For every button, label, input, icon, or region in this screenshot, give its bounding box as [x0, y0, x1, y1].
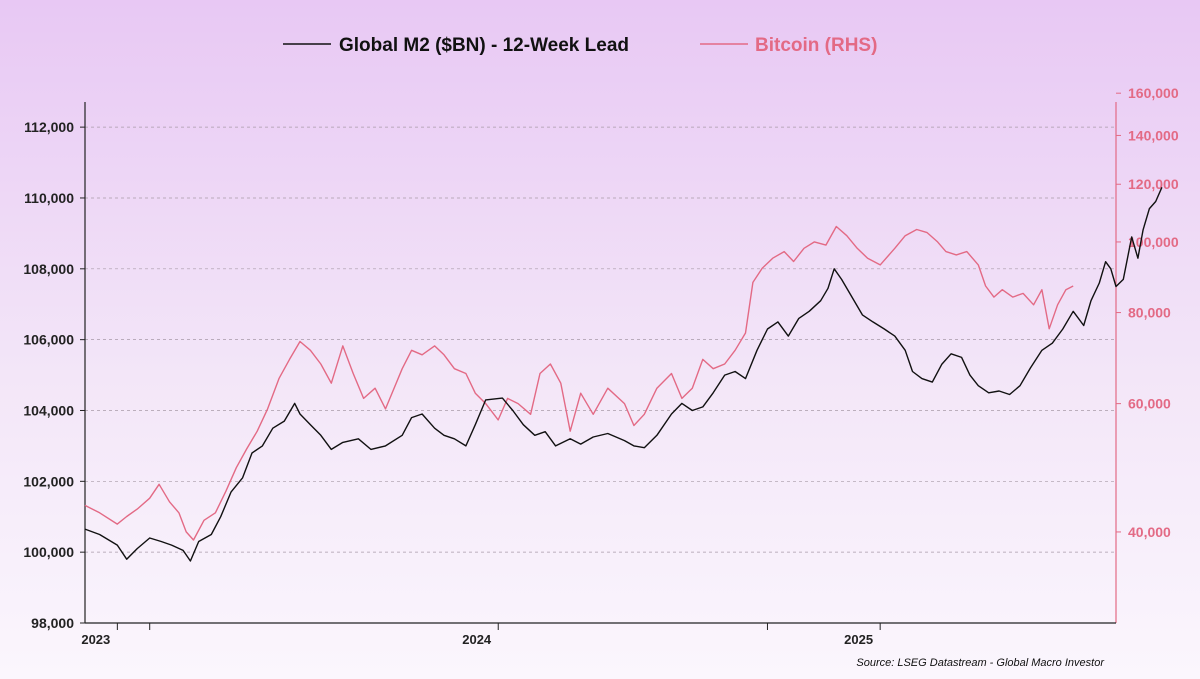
left-tick-label: 104,000 [23, 402, 74, 418]
axes: 98,000 100,000 102,000 104,000 106,000 108,00… [23, 85, 1178, 647]
right-tick-label: 80,000 [1128, 305, 1171, 321]
left-tick-label: 106,000 [23, 332, 74, 348]
legend-label-bitcoin: Bitcoin (RHS) [755, 35, 877, 56]
x-tick-label: 2025 [844, 632, 873, 647]
gridlines [85, 126, 1116, 624]
legend-label-m2: Global M2 ($BN) - 12-Week Lead [339, 35, 629, 56]
legend: Global M2 ($BN) - 12-Week Lead Bitcoin (… [283, 35, 877, 56]
left-tick-label: 102,000 [23, 473, 74, 489]
left-tick-label: 110,000 [24, 190, 74, 206]
right-tick-label: 160,000 [1128, 85, 1179, 101]
left-tick-label: 108,000 [23, 261, 74, 277]
right-tick-label: 120,000 [1128, 176, 1179, 192]
series-line-bitcoin [84, 225, 1074, 541]
series-line-global-m2 [84, 187, 1163, 562]
left-tick-label: 112,000 [24, 119, 74, 135]
right-tick-label: 100,000 [1128, 234, 1179, 250]
right-tick-label: 40,000 [1128, 524, 1171, 540]
left-tick-label: 98,000 [31, 615, 74, 631]
source-note: Source: LSEG Datastream - Global Macro I… [856, 657, 1105, 669]
right-tick-label: 60,000 [1128, 396, 1171, 412]
left-tick-label: 100,000 [23, 544, 74, 560]
x-tick-label: 2024 [462, 632, 492, 647]
series-layer [84, 187, 1163, 562]
right-tick-label: 140,000 [1128, 127, 1179, 143]
x-tick-label: 2023 [81, 632, 110, 647]
